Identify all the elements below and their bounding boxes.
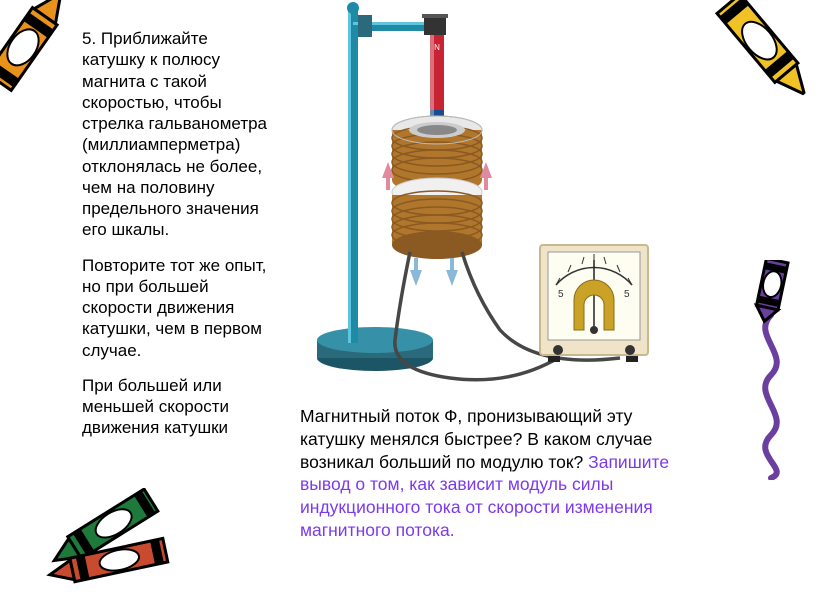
instruction-text-block: 5. Приближайте катушку к полюсу магнита … [82, 28, 272, 453]
question-paragraph: Магнитный поток Ф, пронизывающий эту кат… [300, 405, 690, 542]
paragraph-2: Повторите тот же опыт, но при большей ск… [82, 255, 272, 361]
crayon-violet-squiggle-icon [736, 260, 806, 485]
svg-text:N: N [434, 43, 440, 52]
crayon-pair-icon [45, 488, 195, 603]
meter-left-label: 5 [558, 289, 564, 300]
experiment-diagram: N [300, 0, 690, 395]
crayon-yellow-icon [691, 0, 816, 117]
meter-right-label: 5 [624, 289, 630, 300]
crayon-orange-icon [0, 0, 90, 116]
question-text-block: Магнитный поток Ф, пронизывающий эту кат… [300, 405, 690, 542]
paragraph-1: 5. Приближайте катушку к полюсу магнита … [82, 28, 272, 241]
paragraph-3: При большей или меньшей скорости движени… [82, 375, 272, 439]
